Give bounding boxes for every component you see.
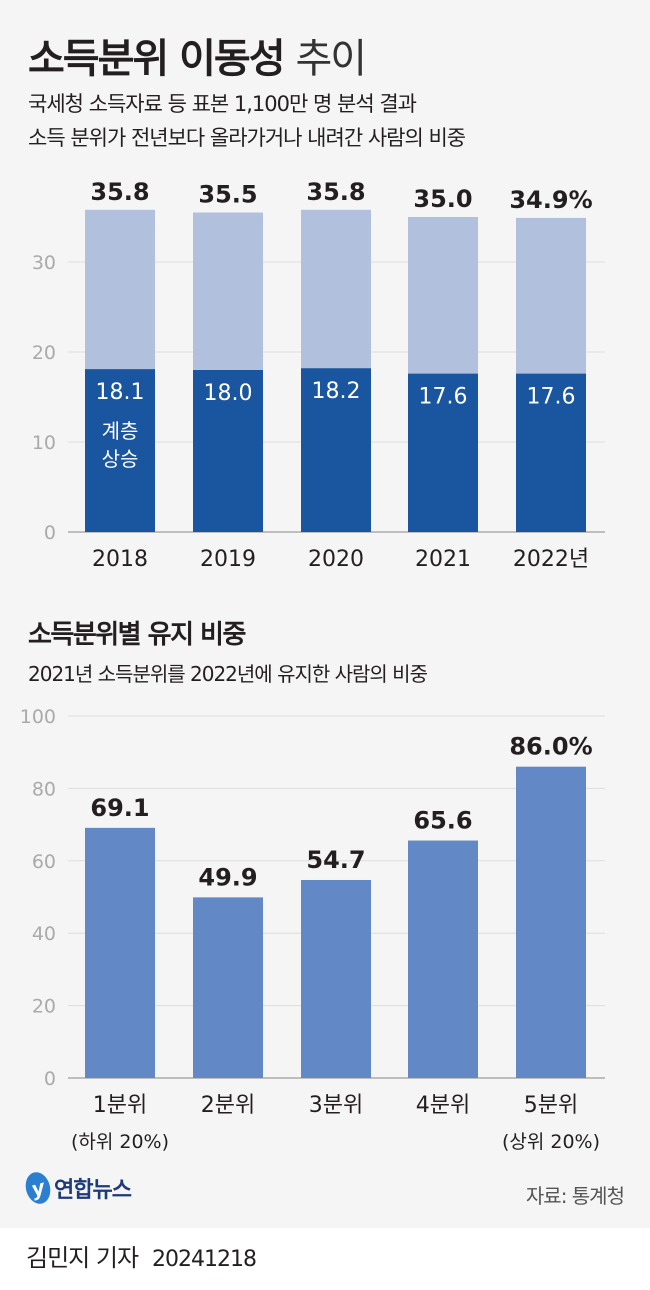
x-tick-label: 3분위: [309, 1093, 363, 1118]
bar-value-label: 54.7: [306, 846, 365, 874]
bar-upper: [85, 209, 155, 370]
x-tick-label: 2021: [415, 547, 471, 572]
bar-inner-label: 17.6: [527, 385, 576, 410]
bar-value-label: 65.6: [413, 807, 472, 835]
y-tick-label: 40: [32, 923, 56, 945]
y-tick-label: 10: [32, 432, 56, 454]
bar: [301, 879, 371, 1078]
bar-lower: [85, 369, 155, 532]
bar-value-label: 69.1: [90, 794, 149, 822]
y-tick-label: 0: [44, 1068, 56, 1090]
byline-name: 김민지 기자: [26, 1244, 139, 1272]
bar-total-label: 35.8: [306, 178, 365, 206]
x-tick-label: 2분위: [201, 1093, 255, 1118]
title-light: 추이: [295, 36, 367, 82]
bar-inner-label: 18.2: [312, 379, 361, 404]
x-tick-label: 1분위: [93, 1093, 147, 1118]
bar-upper: [516, 217, 586, 374]
subtitle-line-1: 국세청 소득자료 등 표본 1,100만 명 분석 결과: [28, 92, 417, 116]
bar-inner-label: 18.1: [96, 380, 145, 405]
bar: [193, 897, 263, 1078]
x-tick-label: 2019: [200, 547, 256, 572]
x-tick-sublabel: (하위 20%): [71, 1131, 169, 1153]
y-tick-label: 20: [32, 342, 56, 364]
x-tick-label: 2018: [92, 547, 148, 572]
chart2-subtitle: 2021년 소득분위를 2022년에 유지한 사람의 비중: [28, 662, 428, 686]
bar-lower: [193, 370, 263, 532]
bar: [85, 827, 155, 1078]
bar-total-label: 35.8: [90, 178, 149, 206]
y-tick-label: 100: [20, 706, 56, 728]
yonhap-logo-icon: y: [22, 1169, 54, 1207]
bar-upper: [301, 209, 371, 369]
y-tick-label: 80: [32, 778, 56, 800]
chart2-title: 소득분위별 유지 비중: [28, 620, 246, 650]
y-tick-label: 0: [44, 522, 56, 544]
byline: 김민지 기자 20241218: [26, 1238, 257, 1273]
bar-lower: [301, 368, 371, 532]
bar-value-label: 49.9: [198, 863, 257, 891]
y-tick-label: 60: [32, 851, 56, 873]
annotation-line-1: 계층: [102, 419, 139, 443]
source-note: 자료: 통계청: [525, 1184, 625, 1208]
bar: [408, 840, 478, 1078]
subtitle-line-2: 소득 분위가 전년보다 올라가거나 내려간 사람의 비중: [28, 126, 466, 150]
bar: [516, 766, 586, 1078]
x-tick-label: 5분위: [524, 1093, 578, 1118]
bar-lower: [516, 373, 586, 532]
bar-total-label: 35.0: [413, 185, 472, 213]
bar-total-label: 35.5: [198, 181, 257, 209]
bar-inner-label: 18.0: [204, 381, 253, 406]
bar-upper: [408, 217, 478, 374]
bar-lower: [408, 373, 478, 532]
y-tick-label: 20: [32, 996, 56, 1018]
bar-inner-label: 17.6: [419, 385, 468, 410]
yonhap-logo: y 연합뉴스: [22, 1169, 132, 1207]
x-tick-label: 2022년: [513, 547, 589, 572]
page-title: 소득분위 이동성 추이: [28, 26, 367, 84]
charts-svg: 0 10 20 30 18.1 35.8 2018 18.0 35.5 2019 18.2 35.8 2…: [20, 178, 605, 1153]
annotation-line-2: 상승: [102, 447, 139, 471]
y-tick-label: 30: [32, 252, 56, 274]
logo-text: 연합뉴스: [54, 1178, 132, 1203]
x-tick-label: 2020: [308, 547, 364, 572]
title-bold: 소득분위 이동성: [28, 36, 286, 82]
byline-date: 20241218: [152, 1247, 257, 1272]
x-tick-label: 4분위: [416, 1093, 470, 1118]
bar-total-label: 34.9%: [509, 186, 592, 214]
bar-upper: [193, 212, 263, 370]
x-tick-sublabel: (상위 20%): [502, 1131, 600, 1153]
bar-value-label: 86.0%: [509, 733, 592, 761]
